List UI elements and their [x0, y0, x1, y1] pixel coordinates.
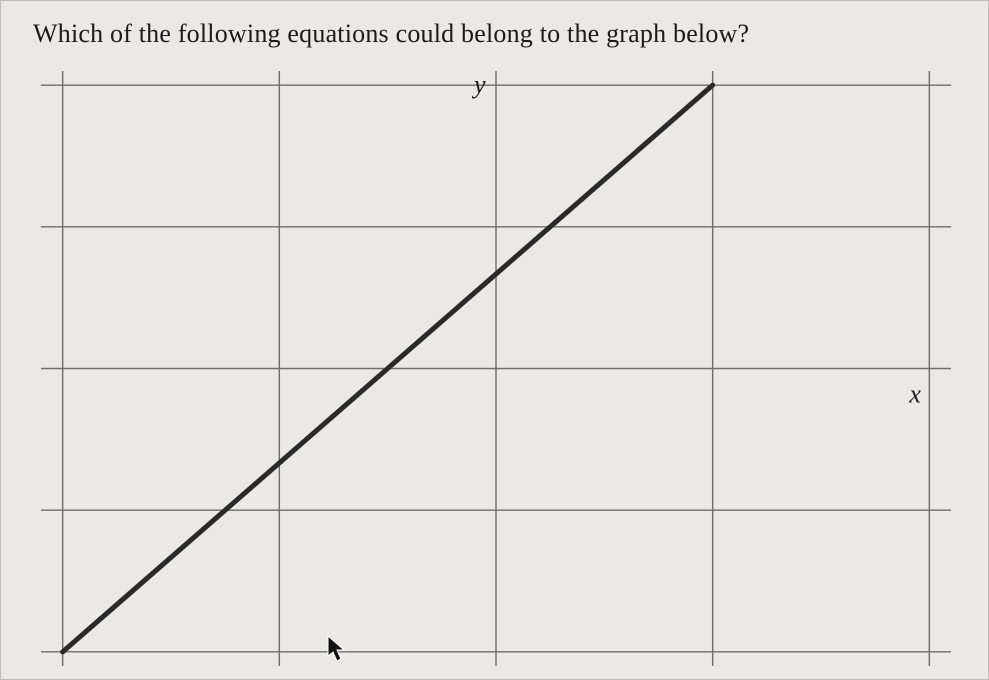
graph-area: yx — [41, 71, 951, 666]
cursor-icon — [328, 636, 344, 661]
x-axis-label: x — [908, 380, 921, 409]
y-axis-label: y — [471, 71, 486, 99]
question-text: Which of the following equations could b… — [33, 19, 749, 49]
problem-container: Which of the following equations could b… — [0, 0, 989, 680]
coordinate-grid: yx — [41, 71, 951, 666]
